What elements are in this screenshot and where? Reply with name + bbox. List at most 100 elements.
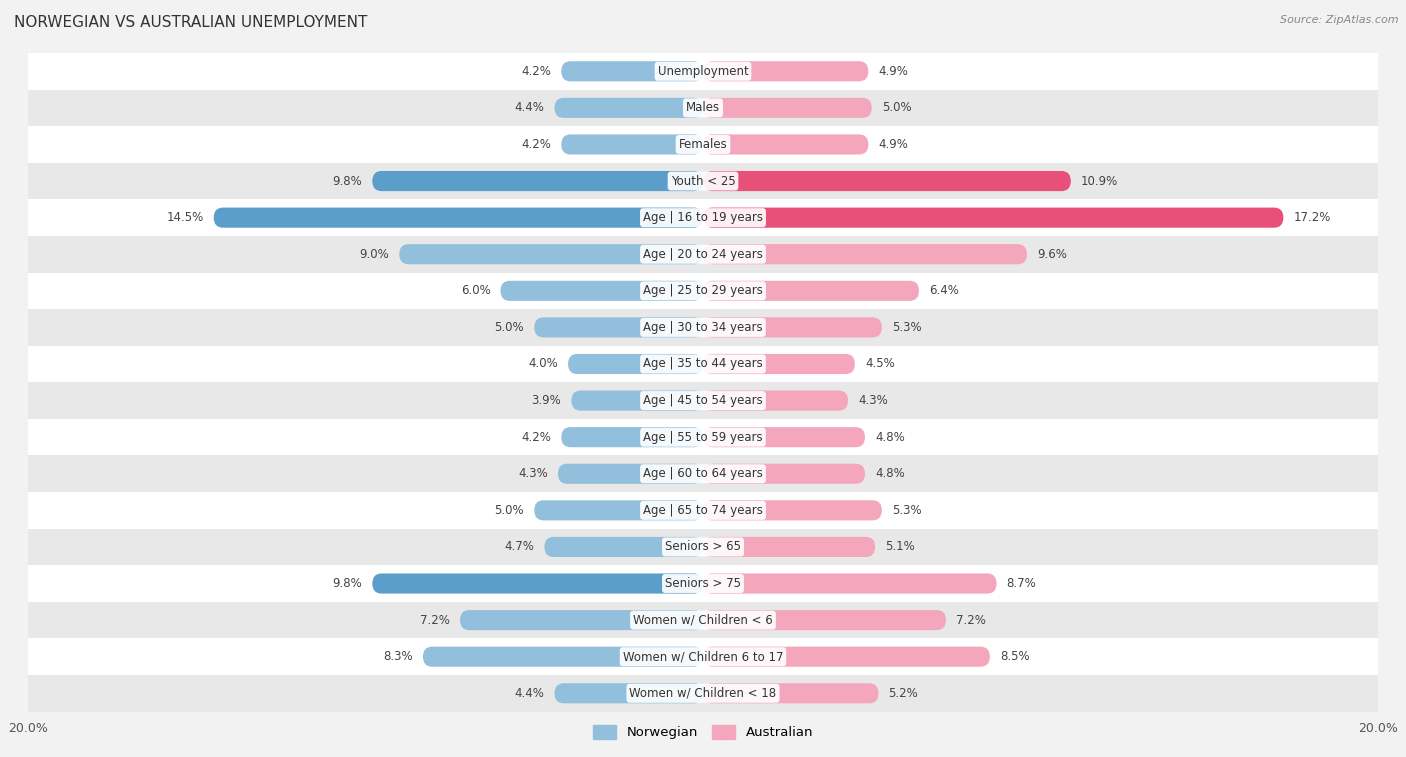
- Text: 5.0%: 5.0%: [882, 101, 911, 114]
- Text: 7.2%: 7.2%: [420, 614, 450, 627]
- Text: 4.9%: 4.9%: [879, 65, 908, 78]
- Text: Age | 65 to 74 years: Age | 65 to 74 years: [643, 504, 763, 517]
- Bar: [28, 53, 1378, 89]
- FancyBboxPatch shape: [703, 684, 879, 703]
- Bar: [28, 309, 1378, 346]
- Text: Males: Males: [686, 101, 720, 114]
- Text: Women w/ Children < 18: Women w/ Children < 18: [630, 687, 776, 699]
- Bar: [28, 638, 1378, 675]
- Text: 4.2%: 4.2%: [522, 138, 551, 151]
- Text: 5.2%: 5.2%: [889, 687, 918, 699]
- FancyBboxPatch shape: [561, 427, 703, 447]
- FancyBboxPatch shape: [460, 610, 703, 630]
- FancyBboxPatch shape: [214, 207, 703, 228]
- Text: Females: Females: [679, 138, 727, 151]
- Text: 5.0%: 5.0%: [495, 504, 524, 517]
- Text: 3.9%: 3.9%: [531, 394, 561, 407]
- Text: 9.8%: 9.8%: [332, 577, 363, 590]
- Text: Age | 35 to 44 years: Age | 35 to 44 years: [643, 357, 763, 370]
- Bar: [28, 565, 1378, 602]
- Text: 9.8%: 9.8%: [332, 175, 363, 188]
- Text: 5.0%: 5.0%: [495, 321, 524, 334]
- Bar: [28, 528, 1378, 565]
- FancyBboxPatch shape: [703, 537, 875, 557]
- Text: 4.9%: 4.9%: [879, 138, 908, 151]
- Text: Youth < 25: Youth < 25: [671, 175, 735, 188]
- Text: NORWEGIAN VS AUSTRALIAN UNEMPLOYMENT: NORWEGIAN VS AUSTRALIAN UNEMPLOYMENT: [14, 15, 367, 30]
- Text: Age | 25 to 29 years: Age | 25 to 29 years: [643, 285, 763, 298]
- Text: 5.3%: 5.3%: [891, 321, 921, 334]
- FancyBboxPatch shape: [558, 464, 703, 484]
- Text: Age | 30 to 34 years: Age | 30 to 34 years: [643, 321, 763, 334]
- FancyBboxPatch shape: [703, 171, 1071, 191]
- FancyBboxPatch shape: [561, 61, 703, 81]
- Text: 6.4%: 6.4%: [929, 285, 959, 298]
- Text: 7.2%: 7.2%: [956, 614, 986, 627]
- FancyBboxPatch shape: [561, 135, 703, 154]
- FancyBboxPatch shape: [544, 537, 703, 557]
- Bar: [28, 236, 1378, 273]
- Legend: Norwegian, Australian: Norwegian, Australian: [588, 720, 818, 744]
- Text: Age | 20 to 24 years: Age | 20 to 24 years: [643, 248, 763, 260]
- FancyBboxPatch shape: [703, 646, 990, 667]
- FancyBboxPatch shape: [703, 207, 1284, 228]
- Text: Unemployment: Unemployment: [658, 65, 748, 78]
- FancyBboxPatch shape: [703, 610, 946, 630]
- Bar: [28, 456, 1378, 492]
- FancyBboxPatch shape: [703, 574, 997, 593]
- Text: Women w/ Children < 6: Women w/ Children < 6: [633, 614, 773, 627]
- Text: 4.5%: 4.5%: [865, 357, 894, 370]
- Text: 10.9%: 10.9%: [1081, 175, 1118, 188]
- FancyBboxPatch shape: [703, 391, 848, 410]
- Bar: [28, 163, 1378, 199]
- Text: 4.0%: 4.0%: [529, 357, 558, 370]
- Text: 8.5%: 8.5%: [1000, 650, 1029, 663]
- Bar: [28, 419, 1378, 456]
- FancyBboxPatch shape: [571, 391, 703, 410]
- Text: Women w/ Children 6 to 17: Women w/ Children 6 to 17: [623, 650, 783, 663]
- Bar: [28, 199, 1378, 236]
- FancyBboxPatch shape: [534, 317, 703, 338]
- Bar: [28, 126, 1378, 163]
- FancyBboxPatch shape: [501, 281, 703, 301]
- FancyBboxPatch shape: [423, 646, 703, 667]
- FancyBboxPatch shape: [534, 500, 703, 520]
- Text: 4.8%: 4.8%: [875, 467, 905, 480]
- Bar: [28, 602, 1378, 638]
- Bar: [28, 382, 1378, 419]
- Text: 4.2%: 4.2%: [522, 65, 551, 78]
- FancyBboxPatch shape: [703, 98, 872, 118]
- Text: 17.2%: 17.2%: [1294, 211, 1331, 224]
- Text: Age | 55 to 59 years: Age | 55 to 59 years: [643, 431, 763, 444]
- Text: Age | 60 to 64 years: Age | 60 to 64 years: [643, 467, 763, 480]
- Text: 8.7%: 8.7%: [1007, 577, 1036, 590]
- Text: Seniors > 75: Seniors > 75: [665, 577, 741, 590]
- FancyBboxPatch shape: [703, 464, 865, 484]
- Text: 5.3%: 5.3%: [891, 504, 921, 517]
- Bar: [28, 273, 1378, 309]
- FancyBboxPatch shape: [703, 354, 855, 374]
- FancyBboxPatch shape: [399, 245, 703, 264]
- Text: 4.4%: 4.4%: [515, 101, 544, 114]
- FancyBboxPatch shape: [703, 317, 882, 338]
- Bar: [28, 89, 1378, 126]
- Bar: [28, 675, 1378, 712]
- Text: 6.0%: 6.0%: [461, 285, 491, 298]
- Text: 4.2%: 4.2%: [522, 431, 551, 444]
- FancyBboxPatch shape: [703, 281, 920, 301]
- FancyBboxPatch shape: [568, 354, 703, 374]
- FancyBboxPatch shape: [373, 171, 703, 191]
- FancyBboxPatch shape: [703, 427, 865, 447]
- Text: Age | 16 to 19 years: Age | 16 to 19 years: [643, 211, 763, 224]
- Text: Seniors > 65: Seniors > 65: [665, 540, 741, 553]
- FancyBboxPatch shape: [373, 574, 703, 593]
- Text: 8.3%: 8.3%: [384, 650, 413, 663]
- Bar: [28, 346, 1378, 382]
- Bar: [28, 492, 1378, 528]
- Text: 4.3%: 4.3%: [517, 467, 548, 480]
- FancyBboxPatch shape: [554, 98, 703, 118]
- Text: 5.1%: 5.1%: [886, 540, 915, 553]
- Text: 9.0%: 9.0%: [360, 248, 389, 260]
- FancyBboxPatch shape: [554, 684, 703, 703]
- Text: Source: ZipAtlas.com: Source: ZipAtlas.com: [1281, 15, 1399, 25]
